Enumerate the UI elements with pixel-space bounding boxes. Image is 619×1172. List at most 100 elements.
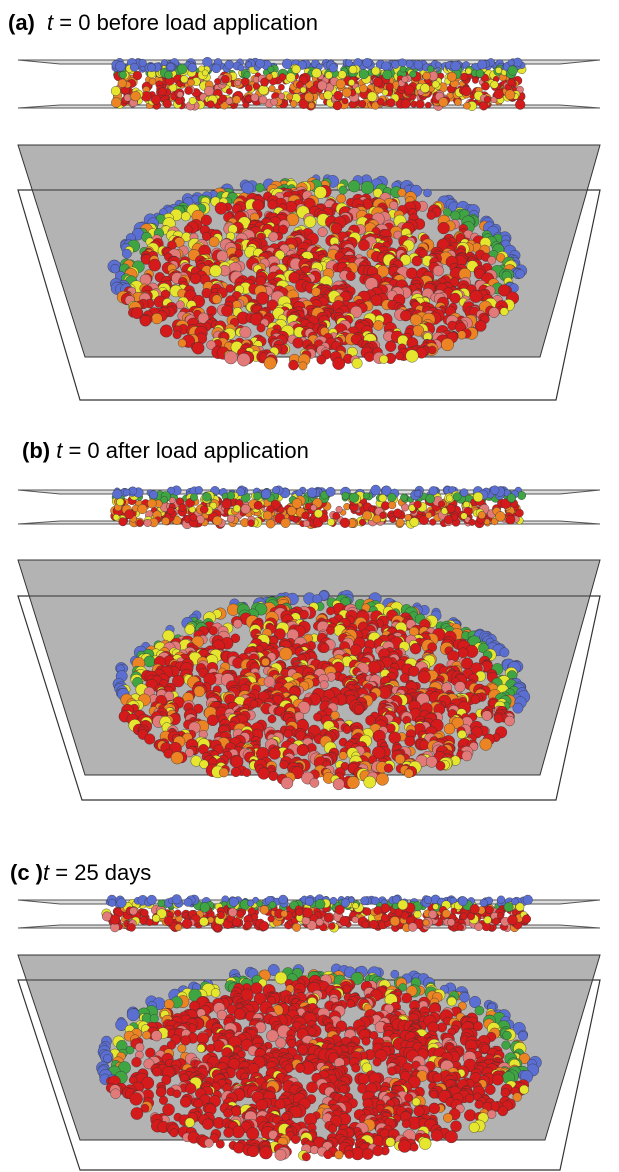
particle — [256, 183, 265, 192]
particle — [363, 493, 369, 499]
particle — [210, 265, 222, 277]
particle — [418, 671, 431, 684]
particle — [254, 501, 262, 509]
particle — [348, 79, 354, 85]
particle — [214, 78, 220, 84]
particle — [336, 79, 345, 88]
particle — [185, 625, 195, 635]
particle — [259, 85, 269, 95]
particle — [429, 486, 438, 495]
particle — [340, 518, 350, 528]
particle — [381, 914, 389, 922]
particle — [516, 509, 524, 517]
particle — [523, 895, 533, 905]
particle — [262, 658, 270, 666]
particle — [333, 357, 345, 369]
particle — [233, 505, 240, 512]
particle — [111, 98, 121, 108]
particle — [414, 61, 423, 70]
particle — [133, 71, 142, 80]
particle — [342, 88, 351, 97]
particle — [264, 676, 275, 687]
particle — [304, 216, 316, 228]
particle — [395, 754, 405, 764]
particle — [365, 352, 375, 362]
particle — [466, 68, 472, 74]
particle — [435, 62, 441, 68]
particle — [244, 921, 252, 929]
particle — [227, 492, 235, 500]
particle — [491, 81, 499, 89]
particle — [469, 519, 476, 526]
particle — [484, 916, 492, 924]
particle — [158, 88, 166, 96]
particle — [352, 358, 362, 368]
particle — [326, 487, 335, 496]
panel-label: (a) — [8, 10, 35, 35]
particle — [371, 485, 381, 495]
particle — [398, 189, 406, 197]
particle — [118, 79, 127, 88]
particle — [516, 269, 525, 278]
particle — [447, 919, 454, 926]
particle — [150, 491, 158, 499]
particle — [513, 703, 523, 713]
particle — [200, 902, 210, 912]
particle — [447, 504, 456, 513]
particle — [164, 916, 173, 925]
particle — [117, 898, 127, 908]
particle — [398, 59, 406, 67]
particle — [243, 769, 251, 777]
particle — [281, 777, 293, 789]
particle — [336, 506, 343, 513]
particle — [511, 898, 518, 905]
particle — [507, 494, 516, 503]
particle — [252, 200, 263, 211]
particle — [260, 78, 268, 86]
particle — [410, 643, 421, 654]
particle — [438, 501, 445, 508]
particle — [354, 705, 364, 715]
panel-caption: (c )t = 25 days — [10, 860, 151, 885]
particle — [279, 895, 288, 904]
particle — [476, 70, 484, 78]
particle — [219, 95, 226, 102]
particle — [125, 510, 134, 519]
particle — [409, 666, 419, 676]
variable: t — [47, 10, 54, 35]
particle — [349, 493, 359, 503]
particle — [384, 764, 393, 773]
particle — [147, 499, 156, 508]
caption-text: = 0 after load application — [68, 438, 308, 463]
particle — [116, 61, 126, 71]
particle — [174, 910, 181, 917]
variable: t — [56, 438, 63, 463]
particle — [481, 82, 489, 90]
particle — [359, 100, 366, 107]
particle — [387, 99, 395, 107]
caption-text: = 0 before load application — [59, 10, 318, 35]
particle — [370, 920, 379, 929]
particle — [144, 519, 152, 527]
particle — [490, 486, 499, 495]
particle — [406, 350, 419, 363]
particle — [203, 493, 212, 502]
particle — [400, 310, 411, 321]
particle — [266, 519, 275, 528]
particle — [486, 906, 494, 914]
particle — [495, 67, 501, 73]
particle — [178, 339, 186, 347]
particle — [281, 910, 288, 917]
particle — [128, 923, 136, 931]
particle — [494, 89, 504, 99]
particle — [352, 903, 358, 909]
particle — [269, 748, 281, 760]
particle — [423, 920, 429, 926]
particle — [342, 492, 349, 499]
particle — [361, 181, 374, 194]
particle — [439, 98, 448, 107]
particle — [433, 904, 439, 910]
particle — [173, 331, 181, 339]
particle — [181, 75, 189, 83]
particle — [424, 896, 432, 904]
